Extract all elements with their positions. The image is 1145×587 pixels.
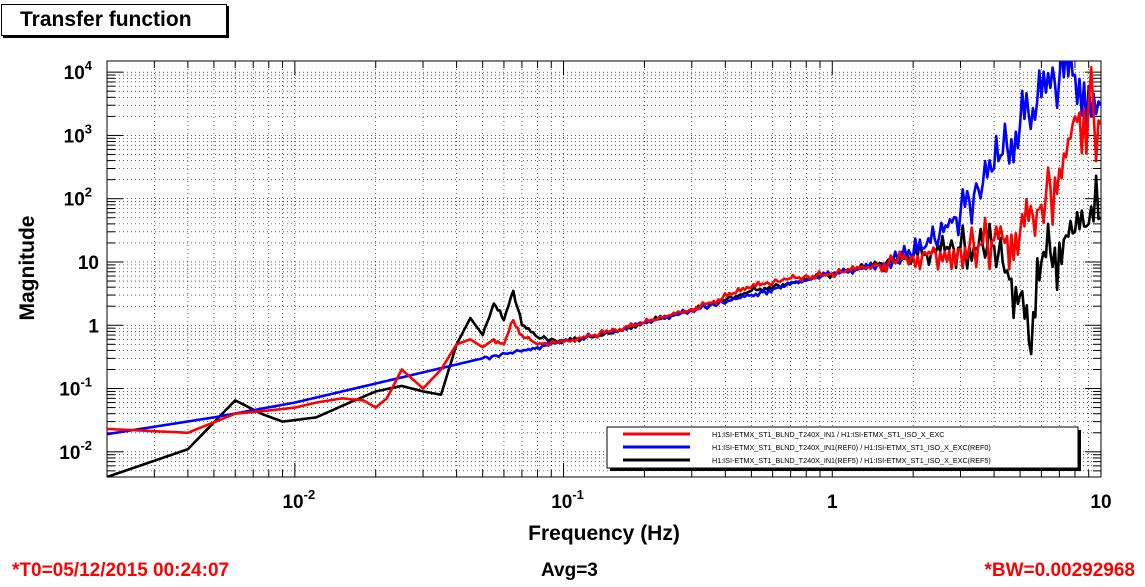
footer-bw: *BW=0.00292968 bbox=[984, 560, 1135, 581]
x-tick-label: 1 bbox=[827, 492, 838, 513]
y-tick-label: 10-2 bbox=[59, 438, 92, 464]
legend-label: H1:ISI-ETMX_ST1_BLND_T240X_IN1(REF5) / H… bbox=[712, 456, 991, 465]
x-axis-label: Frequency (Hz) bbox=[528, 522, 680, 545]
footer-avg: Avg=3 bbox=[541, 560, 598, 581]
legend: H1:ISI-ETMX_ST1_BLND_T240X_IN1 / H1:ISI-… bbox=[606, 426, 1081, 471]
axis-ticks bbox=[106, 61, 1102, 478]
x-tick-label: 10-2 bbox=[282, 487, 315, 513]
y-axis-label: Magnitude bbox=[16, 216, 39, 321]
legend-label: H1:ISI-ETMX_ST1_BLND_T240X_IN1(REF0) / H… bbox=[712, 443, 991, 452]
x-tick-label: 10 bbox=[1090, 492, 1111, 513]
y-tick-label: 104 bbox=[64, 58, 93, 84]
y-tick-label: 10 bbox=[78, 253, 99, 274]
legend-label: H1:ISI-ETMX_ST1_BLND_T240X_IN1 / H1:ISI-… bbox=[712, 430, 945, 439]
series-layer bbox=[107, 61, 1101, 477]
footer-t0: *T0=05/12/2015 00:24:07 bbox=[12, 560, 230, 581]
y-tick-label: 1 bbox=[88, 316, 99, 337]
y-tick-label: 103 bbox=[64, 121, 92, 147]
tick-labels: 10-2 10-1 1 10 10-2 10-1 1 10 102 103 104 bbox=[59, 58, 1111, 513]
window-title: Transfer function bbox=[1, 4, 227, 36]
y-tick-label: 102 bbox=[64, 185, 92, 211]
grid-lines bbox=[106, 61, 1102, 478]
series-line-1 bbox=[107, 61, 1101, 436]
series-line-2 bbox=[107, 66, 1101, 435]
x-tick-label: 10-1 bbox=[551, 487, 584, 513]
y-tick-label: 10-1 bbox=[59, 375, 92, 401]
